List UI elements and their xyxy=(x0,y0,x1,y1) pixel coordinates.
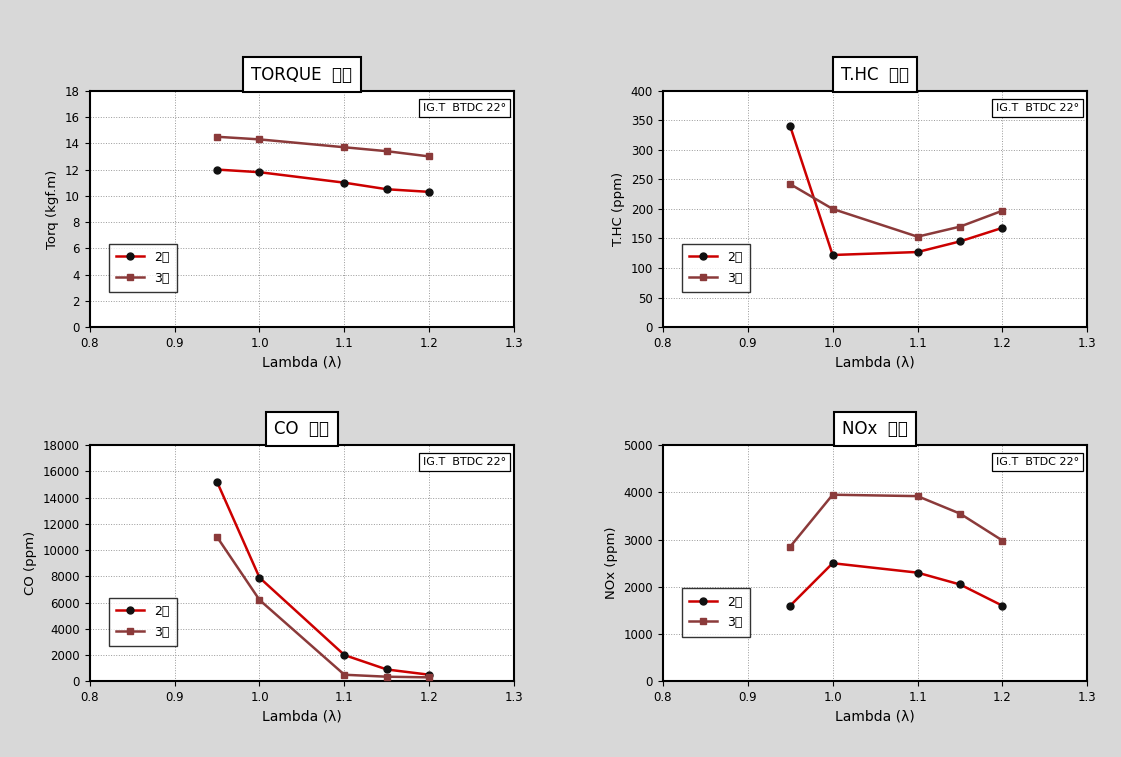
X-axis label: Lambda (λ): Lambda (λ) xyxy=(262,709,342,724)
Y-axis label: NOx (ppm): NOx (ppm) xyxy=(605,527,618,600)
Text: IG.T  BTDC 22°: IG.T BTDC 22° xyxy=(423,103,506,113)
Text: CO  곡선: CO 곡선 xyxy=(275,420,330,438)
Text: TORQUE  곡선: TORQUE 곡선 xyxy=(251,66,352,84)
Text: IG.T  BTDC 22°: IG.T BTDC 22° xyxy=(423,457,506,467)
Legend: 2차, 3차: 2차, 3차 xyxy=(109,598,176,646)
Legend: 2차, 3차: 2차, 3차 xyxy=(682,244,750,292)
Y-axis label: CO (ppm): CO (ppm) xyxy=(25,531,37,595)
Text: T.HC  곡선: T.HC 곡선 xyxy=(841,66,909,84)
Legend: 2차, 3차: 2차, 3차 xyxy=(109,244,176,292)
X-axis label: Lambda (λ): Lambda (λ) xyxy=(835,355,915,369)
X-axis label: Lambda (λ): Lambda (λ) xyxy=(262,355,342,369)
Y-axis label: Torq (kgf.m): Torq (kgf.m) xyxy=(46,170,59,248)
Text: NOx  곡선: NOx 곡선 xyxy=(842,420,908,438)
X-axis label: Lambda (λ): Lambda (λ) xyxy=(835,709,915,724)
Text: IG.T  BTDC 22°: IG.T BTDC 22° xyxy=(995,457,1078,467)
Legend: 2차, 3차: 2차, 3차 xyxy=(682,588,750,637)
Text: IG.T  BTDC 22°: IG.T BTDC 22° xyxy=(995,103,1078,113)
Y-axis label: T.HC (ppm): T.HC (ppm) xyxy=(612,172,626,246)
